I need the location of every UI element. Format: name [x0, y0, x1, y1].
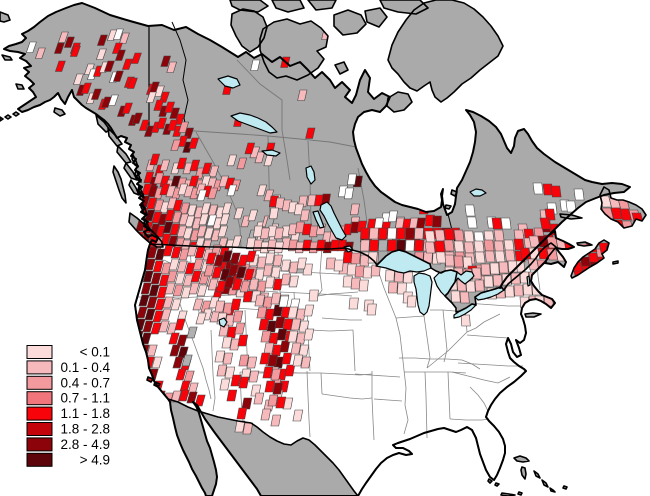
svg-text:1.8 - 2.8: 1.8 - 2.8 [60, 422, 110, 437]
svg-text:> 4.9: > 4.9 [80, 452, 110, 467]
svg-text:0.4 - 0.7: 0.4 - 0.7 [60, 375, 110, 390]
svg-text:2.8 - 4.9: 2.8 - 4.9 [60, 437, 110, 452]
svg-text:1.1 - 1.8: 1.1 - 1.8 [60, 406, 110, 421]
svg-text:< 0.1: < 0.1 [80, 345, 110, 360]
svg-text:0.1 - 0.4: 0.1 - 0.4 [60, 360, 110, 375]
svg-text:0.7 - 1.1: 0.7 - 1.1 [60, 391, 110, 406]
